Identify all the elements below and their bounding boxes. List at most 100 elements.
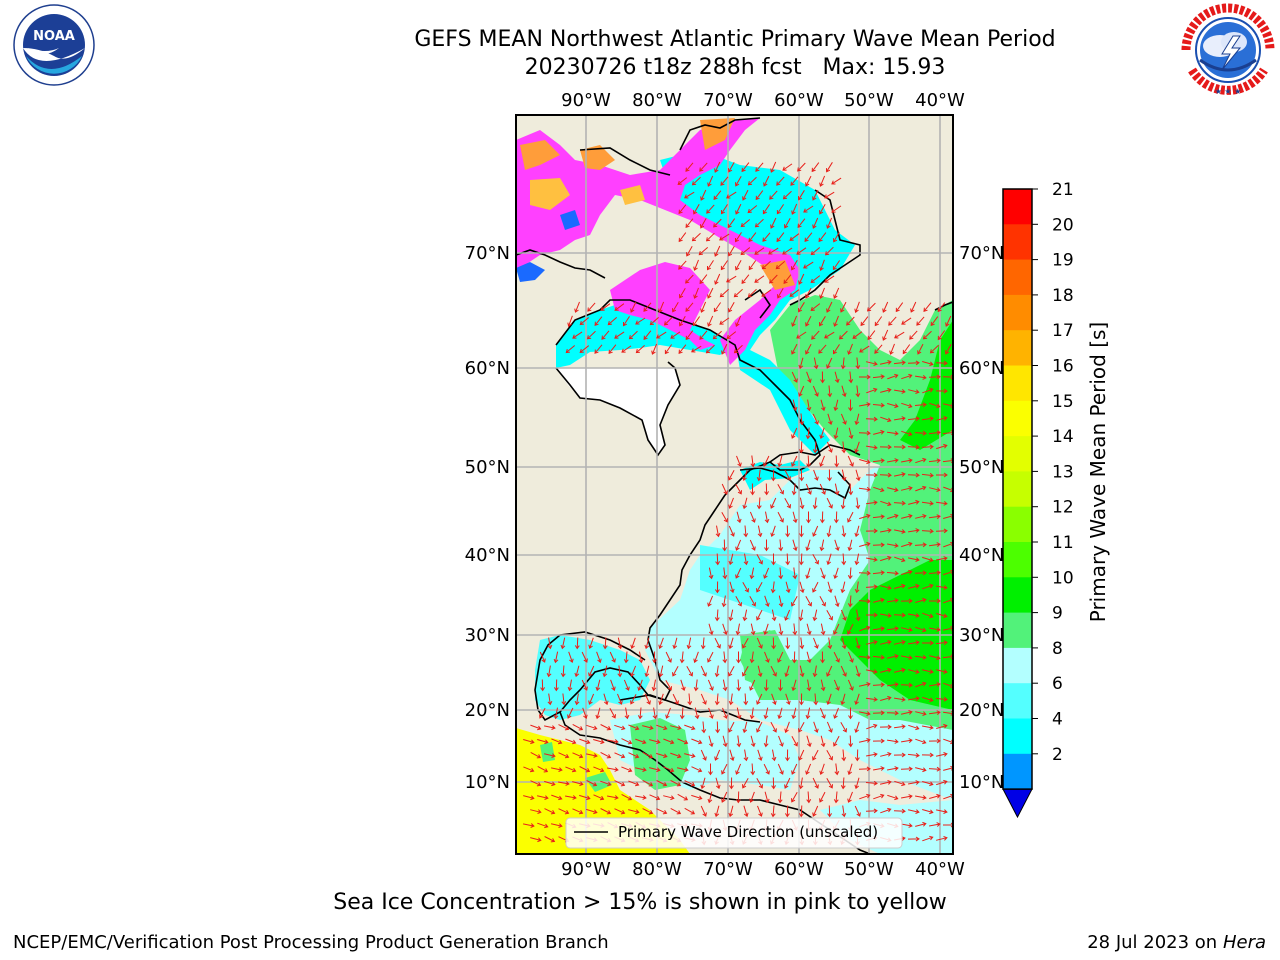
colorbar-tick-label: 8 xyxy=(1052,639,1063,659)
wave-arrow xyxy=(820,651,825,664)
wave-arrow xyxy=(593,766,605,773)
wave-arrow xyxy=(567,707,574,719)
wave-arrow xyxy=(805,287,812,299)
colorbar-segment xyxy=(1003,400,1032,437)
wave-arrow xyxy=(593,794,605,801)
wave-arrow xyxy=(872,458,885,464)
wave-arrow xyxy=(915,681,927,688)
wave-arrow xyxy=(922,612,934,619)
wave-arrow xyxy=(544,808,556,815)
wave-arrow xyxy=(841,385,847,398)
wave-arrow xyxy=(685,302,694,312)
wave-arrow xyxy=(617,693,623,705)
wave-arrow xyxy=(567,315,573,328)
wave-arrow xyxy=(708,707,714,719)
wave-arrow xyxy=(593,739,605,745)
wave-arrow xyxy=(600,724,612,731)
colorbar-tick-label: 21 xyxy=(1052,180,1074,200)
wave-arrow xyxy=(859,402,871,407)
wave-arrow xyxy=(858,738,871,743)
wave-arrow xyxy=(874,316,883,327)
wave-arrow xyxy=(810,275,821,283)
wave-arrow xyxy=(778,595,784,608)
wave-arrow xyxy=(523,739,535,745)
wave-arrow xyxy=(553,707,559,720)
wave-arrow xyxy=(783,274,792,285)
wave-arrow xyxy=(826,777,833,789)
lon-label: 90°W xyxy=(561,859,611,880)
wave-arrow xyxy=(749,791,755,803)
wave-arrow xyxy=(915,795,927,800)
wave-arrow xyxy=(872,374,885,380)
wave-arrow xyxy=(735,315,742,327)
wave-arrow xyxy=(771,693,777,706)
wave-arrow xyxy=(841,749,847,762)
wave-arrow xyxy=(833,623,840,635)
wave-arrow xyxy=(921,472,934,478)
wave-arrow xyxy=(749,679,756,691)
wave-arrow xyxy=(763,763,770,775)
wave-arrow xyxy=(819,427,825,440)
wave-arrow xyxy=(805,539,811,552)
wave-arrow xyxy=(810,247,821,256)
wave-arrow xyxy=(893,640,906,645)
lat-label: 70°N xyxy=(959,243,1004,264)
wave-arrow xyxy=(935,836,948,841)
wave-arrow xyxy=(663,738,675,745)
wave-arrow xyxy=(728,525,735,537)
colorbar-segment xyxy=(1003,612,1032,649)
wave-arrow xyxy=(778,679,783,692)
wave-arrow xyxy=(705,344,715,354)
wave-arrow xyxy=(707,315,714,327)
wave-arrow xyxy=(914,570,927,576)
lat-label: 50°N xyxy=(959,457,1004,478)
wave-arrow xyxy=(714,609,720,622)
wave-arrow xyxy=(936,585,948,590)
wave-arrow xyxy=(928,514,941,520)
wave-arrow xyxy=(803,205,814,213)
wave-arrow xyxy=(894,389,906,394)
wave-arrow xyxy=(735,623,741,636)
wave-arrow xyxy=(848,483,854,496)
wave-arrow xyxy=(908,583,920,589)
wave-arrow xyxy=(812,441,818,454)
wave-arrow xyxy=(728,609,734,622)
wave-arrow xyxy=(929,598,941,604)
wave-arrow xyxy=(708,623,714,636)
wave-arrow xyxy=(834,483,840,496)
wave-arrow xyxy=(749,707,755,720)
wave-arrow xyxy=(866,445,878,450)
wave-arrow xyxy=(854,693,860,706)
wave-arrow xyxy=(761,289,772,297)
wave-arrow xyxy=(929,402,941,409)
colorbar-label: Primary Wave Mean Period [s] xyxy=(1086,322,1110,623)
wave-arrow xyxy=(797,162,806,172)
wave-arrow xyxy=(810,303,821,311)
wave-arrow xyxy=(908,696,920,701)
wave-arrow xyxy=(872,570,885,576)
wave-arrow xyxy=(530,751,542,759)
colorbar-segment xyxy=(1003,542,1032,578)
wave-arrow xyxy=(820,567,826,580)
wave-arrow xyxy=(915,457,927,464)
wave-arrow xyxy=(728,665,735,677)
wave-arrow xyxy=(603,693,609,706)
wave-arrow xyxy=(858,654,871,660)
wave-arrow xyxy=(670,779,682,787)
wave-arrow xyxy=(879,360,892,365)
wave-arrow xyxy=(749,539,756,551)
wave-arrow xyxy=(915,626,927,633)
wave-arrow xyxy=(848,371,854,384)
wave-arrow xyxy=(762,232,771,242)
wave-arrow xyxy=(714,273,721,285)
wave-arrow xyxy=(915,655,927,660)
wave-arrow xyxy=(700,777,706,790)
wave-arrow xyxy=(936,443,948,450)
wave-arrow xyxy=(922,361,934,367)
wave-arrow xyxy=(872,514,885,520)
wave-arrow xyxy=(664,344,673,355)
wave-arrow xyxy=(819,175,826,187)
lon-label: 60°W xyxy=(774,90,824,111)
wave-arrow xyxy=(820,679,826,692)
wave-arrow xyxy=(872,542,885,548)
